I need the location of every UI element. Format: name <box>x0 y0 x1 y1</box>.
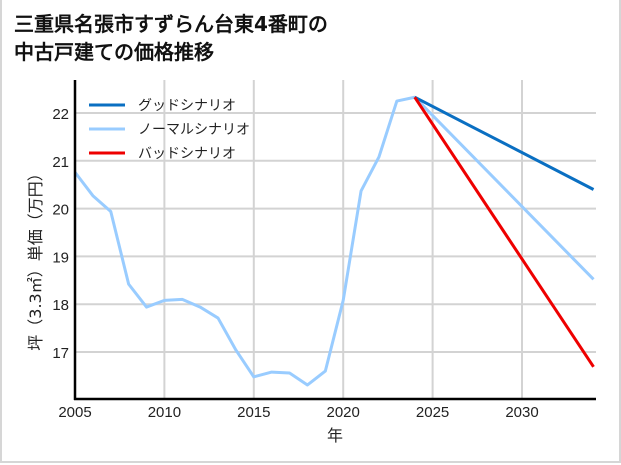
x-tick-label: 2020 <box>327 404 360 421</box>
legend-label: ノーマルシナリオ <box>138 122 250 138</box>
series-lines <box>73 95 595 387</box>
legend-label: バッドシナリオ <box>138 146 236 162</box>
x-tick-label: 2030 <box>505 404 538 421</box>
chart-title-line-1: 三重県名張市すずらん台東4番町の <box>14 12 328 36</box>
series-line <box>73 95 595 387</box>
y-tick-label: 22 <box>52 106 69 123</box>
y-axis-label: 坪（3.3㎡）単価（万円） <box>26 165 45 350</box>
series-line <box>414 95 595 191</box>
y-tick-label: 20 <box>52 202 69 219</box>
x-tick-label: 2015 <box>237 404 270 421</box>
tick-labels: 2005 2010 2015 2020 2025 2030 17 18 19 20 21 22 <box>52 106 538 421</box>
x-tick-label: 2025 <box>416 404 449 421</box>
x-tick-label: 2005 <box>58 404 91 421</box>
legend-label: グッドシナリオ <box>138 98 236 114</box>
chart-title: 三重県名張市すずらん台東4番町の 中古戸建ての価格推移 <box>14 10 328 66</box>
y-tick-label: 18 <box>52 297 69 314</box>
series-line <box>413 96 595 368</box>
x-tick-label: 2010 <box>148 404 181 421</box>
x-axis-label: 年 <box>327 426 343 445</box>
y-tick-label: 19 <box>52 249 69 266</box>
axes <box>73 80 596 401</box>
y-tick-label: 17 <box>52 345 69 362</box>
y-tick-label: 21 <box>52 154 69 171</box>
chart-title-line-2: 中古戸建ての価格推移 <box>14 40 214 64</box>
